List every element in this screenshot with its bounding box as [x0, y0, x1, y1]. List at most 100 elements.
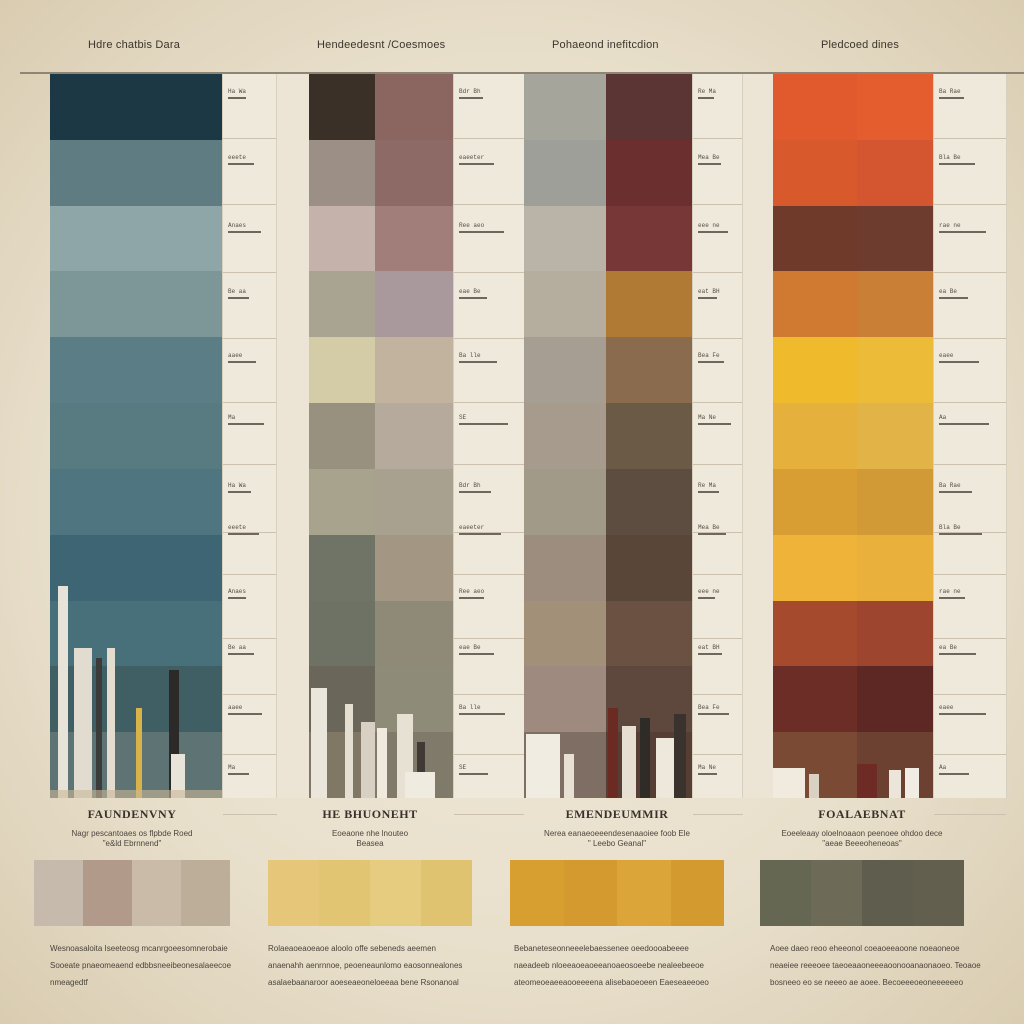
color-swatch — [606, 468, 692, 535]
row-divider — [934, 272, 1006, 273]
palette-swatch — [913, 860, 964, 926]
row-divider — [693, 814, 743, 815]
color-swatch — [309, 271, 375, 338]
spec-bar — [228, 597, 247, 599]
skyline-group-3 — [524, 700, 692, 798]
color-swatch — [606, 271, 692, 338]
palette-swatch — [370, 860, 421, 926]
color-swatch — [524, 403, 606, 469]
spec-entry: Ha Wa — [228, 482, 273, 493]
spec-bar — [459, 423, 508, 425]
spec-bar — [698, 97, 715, 99]
spec-bar — [939, 361, 979, 363]
row-divider — [934, 464, 1006, 465]
color-swatch — [524, 337, 606, 404]
group-title: Pohaeond inefitcdion — [552, 39, 659, 51]
row-divider — [454, 204, 524, 205]
tower-shape — [564, 754, 574, 798]
color-swatch — [857, 666, 933, 733]
spec-bar — [459, 491, 491, 493]
row-divider — [934, 754, 1006, 755]
row-divider — [454, 464, 524, 465]
tower-shape — [96, 658, 102, 798]
tower-shape — [136, 708, 142, 798]
row-divider — [693, 402, 743, 403]
color-swatch — [606, 337, 692, 404]
group-title: Hendeedesnt /Coesmoes — [317, 39, 446, 51]
swatch-column — [524, 74, 606, 798]
spec-bar — [939, 97, 965, 99]
spec-entry: Ma — [228, 414, 273, 425]
spec-bar — [698, 533, 727, 535]
palette-swatch — [811, 860, 862, 926]
spec-bar — [698, 231, 729, 233]
color-swatch — [524, 205, 606, 272]
spec-bar — [698, 597, 715, 599]
color-swatch — [309, 600, 375, 667]
color-swatch — [524, 139, 606, 206]
row-divider — [934, 138, 1006, 139]
spec-bar — [939, 231, 986, 233]
spec-entry: eae Be — [459, 644, 520, 655]
spec-bar — [228, 533, 260, 535]
spec-bar — [698, 297, 717, 299]
row-divider — [223, 138, 277, 139]
color-swatch — [375, 74, 453, 140]
spec-entry: Mea Be — [698, 524, 739, 535]
spec-bar — [698, 713, 729, 715]
tower-shape — [345, 704, 353, 798]
row-divider — [934, 338, 1006, 339]
color-swatch — [309, 468, 375, 535]
palette-strip — [34, 860, 230, 926]
spec-entry: Ba Rae — [939, 482, 1002, 493]
spec-entry: eae Be — [459, 288, 520, 299]
section-heading: HE BHUONEHT — [322, 807, 418, 821]
spec-bar — [698, 491, 720, 493]
spec-bar — [939, 533, 983, 535]
color-swatch — [773, 74, 857, 140]
color-swatch — [309, 403, 375, 469]
spec-entry: eaeeter — [459, 154, 520, 165]
row-divider — [454, 402, 524, 403]
spec-entry: eat BH — [698, 644, 739, 655]
palette-swatch — [617, 860, 671, 926]
row-divider — [454, 138, 524, 139]
spec-entry: aaee — [228, 352, 273, 363]
spec-bar — [459, 163, 494, 165]
palette-swatch — [132, 860, 181, 926]
spec-entry: Ba Rae — [939, 88, 1002, 99]
tower-shape — [171, 754, 185, 798]
spec-entry: Mea Be — [698, 154, 739, 165]
tower-shape — [773, 768, 805, 798]
tower-shape — [405, 772, 435, 798]
spec-bar — [459, 361, 498, 363]
spec-entry: eeete — [228, 524, 273, 535]
row-divider — [934, 814, 1006, 815]
spec-entry: Ba lle — [459, 352, 520, 363]
group-title: Hdre chatbis Dara — [88, 39, 181, 51]
spec-label-column: Bdr Bh eaeeter Ree aeo eae Be Ba lle SE Bdr Bh… — [453, 74, 525, 815]
tower-shape — [361, 722, 375, 798]
section-subheading: Eoeeleaay oloelnoaaon peenoee ohdoo dece… — [781, 829, 943, 848]
row-divider — [223, 574, 277, 575]
spec-bar — [459, 653, 495, 655]
spec-entry: Be aa — [228, 644, 273, 655]
spec-bar — [228, 653, 255, 655]
spec-entry: Ma Ne — [698, 764, 739, 775]
row-divider — [454, 338, 524, 339]
spec-bar — [459, 533, 502, 535]
color-swatch — [50, 403, 222, 469]
spec-bar — [459, 597, 484, 599]
section-description: Bebaneteseonneeelebaessenee oeedoooabeee… — [514, 944, 709, 987]
spec-entry: SE — [459, 764, 520, 775]
row-divider — [223, 814, 277, 815]
swatch-column — [857, 74, 933, 798]
spec-entry: Re Ma — [698, 482, 739, 493]
tower-shape — [417, 742, 425, 798]
skyline-group-1 — [50, 580, 222, 798]
palette-swatch — [319, 860, 370, 926]
tower-shape — [674, 714, 686, 798]
spec-entry: eat BH — [698, 288, 739, 299]
section-description: Wesnoasaloita Iseeteosg mcanrgoeesomnero… — [50, 944, 232, 987]
row-divider — [693, 204, 743, 205]
